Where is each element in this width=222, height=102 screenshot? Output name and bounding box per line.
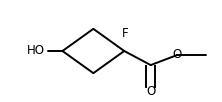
- Text: F: F: [122, 27, 129, 40]
- Text: O: O: [172, 48, 182, 61]
- Text: O: O: [146, 85, 155, 98]
- Text: HO: HO: [27, 44, 45, 57]
